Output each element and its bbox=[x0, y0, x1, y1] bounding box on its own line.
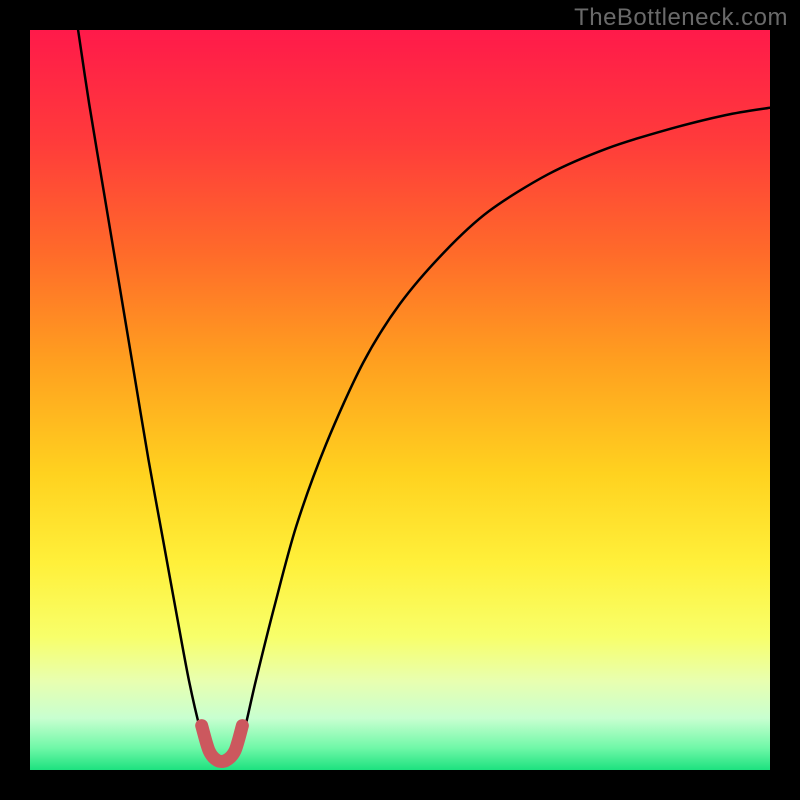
bottleneck-chart bbox=[0, 0, 800, 800]
chart-background-gradient bbox=[30, 30, 770, 770]
chart-container: TheBottleneck.com bbox=[0, 0, 800, 800]
